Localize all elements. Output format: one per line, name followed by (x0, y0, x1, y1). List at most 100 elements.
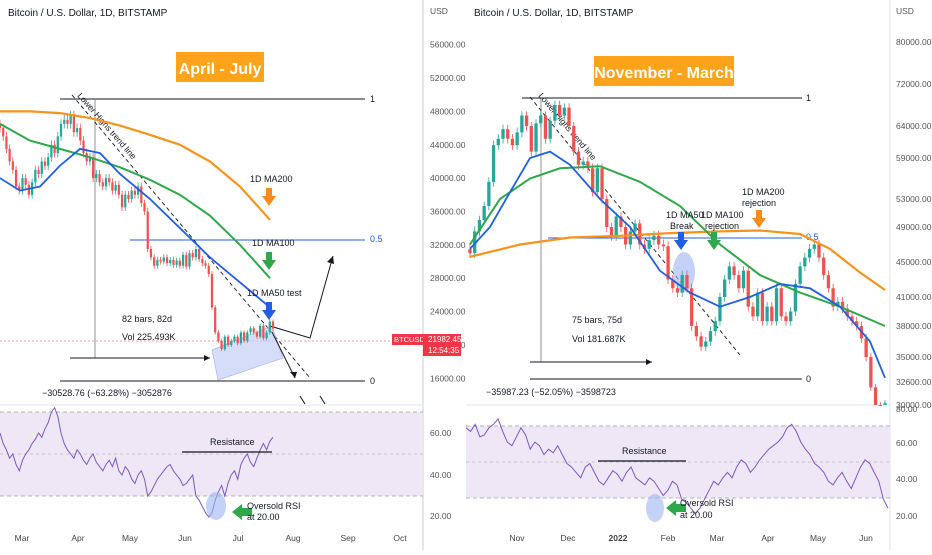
right-rsi-tick: 20.00 (896, 511, 918, 521)
left-candle-body (165, 257, 169, 264)
left-candle-body (127, 194, 130, 199)
right-oversold-arrow (666, 500, 686, 516)
right-candle-body (779, 288, 783, 317)
left-projection-up (269, 255, 334, 339)
left-rsi-line (0, 406, 274, 518)
right-candle-body (774, 288, 779, 322)
left-candle-body (140, 186, 143, 204)
left-candle-body (21, 178, 24, 191)
right-ma100-arrow (707, 240, 721, 250)
right-candle-body (789, 311, 793, 322)
right-candle-body (817, 244, 821, 258)
left-candle-body (14, 169, 18, 187)
left-vol-label: Vol 225.493K (122, 332, 176, 342)
right-ma200-line (469, 229, 886, 291)
left-candle-body (72, 115, 75, 133)
left-countdown: 12:54:35 (428, 346, 460, 355)
right-candle-body (605, 199, 609, 227)
right-candle-body (826, 275, 831, 289)
left-date-tick: Apr (71, 533, 84, 543)
left-candle-body (172, 259, 175, 265)
right-ma200-label-2: rejection (742, 198, 776, 208)
right-candle-body (869, 357, 873, 388)
right-candle-body (803, 257, 807, 267)
right-date-tick: Feb (661, 533, 676, 543)
left-candle-body (24, 178, 27, 185)
left-rsi-tick: 60.00 (430, 428, 452, 438)
right-date-tick: Apr (761, 533, 774, 543)
left-candle-body (268, 321, 271, 333)
left-oversold-1: Oversold RSI (247, 501, 301, 511)
right-ma200-arrow (752, 218, 766, 228)
right-candle-body (751, 306, 755, 317)
left-candle-body (136, 186, 140, 195)
right-rsi-axis: 80.00 60.00 40.00 20.00 (896, 404, 918, 521)
left-candle-body (233, 336, 236, 341)
left-ticker: BTCUSD (394, 335, 425, 344)
left-price-tick: 56000.00 (430, 40, 466, 50)
right-candle-body (633, 223, 637, 232)
left-candle-body (207, 265, 210, 275)
right-banner: November - March (594, 65, 734, 82)
right-price-tick: 59000.00 (896, 153, 932, 163)
right-price-tick: 45000.00 (896, 257, 932, 267)
left-price-tick: 24000.00 (430, 307, 466, 317)
left-candle-body (204, 263, 207, 266)
left-ma100-line (0, 123, 271, 279)
right-candle-body (756, 292, 760, 317)
right-fib-1: 1 (806, 93, 811, 103)
left-candle-body (130, 190, 133, 199)
right-candle-body (878, 405, 882, 406)
right-price-tick: 64000.00 (896, 121, 932, 131)
left-candle-body (34, 169, 37, 183)
left-oversold-circle (206, 492, 226, 520)
left-candle-body (146, 211, 149, 250)
right-break-circle (673, 252, 695, 292)
left-candle-body (242, 332, 246, 341)
right-rsi-tick: 40.00 (896, 474, 918, 484)
right-ma50-line (469, 150, 886, 379)
left-candle-body (252, 328, 255, 333)
left-candle-body (188, 253, 191, 267)
left-candle-body (75, 128, 79, 133)
right-price-tick: 32600.00 (896, 377, 932, 387)
left-consolidation-box (211, 325, 284, 381)
right-price-tick: 30000.00 (896, 400, 932, 410)
left-fib-05: 0.5 (370, 234, 383, 244)
left-candle-body (217, 332, 220, 341)
right-candle-body (807, 248, 812, 258)
right-candle-body (661, 244, 666, 247)
right-oversold-2: at 20.00 (680, 510, 713, 520)
left-price-unit: USD (430, 6, 448, 16)
left-oversold-2: at 20.00 (247, 512, 280, 522)
left-candle-body (79, 128, 82, 141)
left-price-tick: 32000.00 (430, 240, 466, 250)
left-candle-body (271, 321, 275, 329)
left-candle-body (191, 253, 194, 258)
left-ma50-line (0, 147, 271, 309)
right-candle-body (468, 249, 472, 254)
right-candle-body (652, 235, 656, 241)
left-ma50-arrow (262, 310, 276, 320)
right-candle-body (529, 126, 533, 152)
left-ma100-arrow (262, 260, 276, 270)
right-date-tick: May (810, 533, 827, 543)
left-measure-label: −30528.76 (−63.28%) −3052876 (42, 388, 172, 398)
left-price-tick: 40000.00 (430, 173, 466, 183)
right-range-label: 75 bars, 75d (572, 315, 622, 325)
left-candle-body (265, 332, 268, 339)
right-chart-title: Bitcoin / U.S. Dollar, 1D, BITSTAMP (474, 8, 634, 19)
right-candle-body (713, 321, 717, 332)
left-price-tick: 44000.00 (430, 140, 466, 150)
right-candle-body (515, 132, 519, 146)
right-ma100-label-2: rejection (705, 221, 739, 231)
left-candle-body (53, 144, 56, 154)
left-candle-body (223, 336, 226, 350)
right-candle-body (473, 231, 477, 254)
right-candle-body (501, 129, 505, 139)
left-candle-body (114, 184, 117, 191)
left-candle-body (214, 307, 217, 333)
right-candle-body (812, 244, 816, 249)
left-candle-body (153, 257, 156, 266)
right-date-tick: Jun (859, 533, 873, 543)
